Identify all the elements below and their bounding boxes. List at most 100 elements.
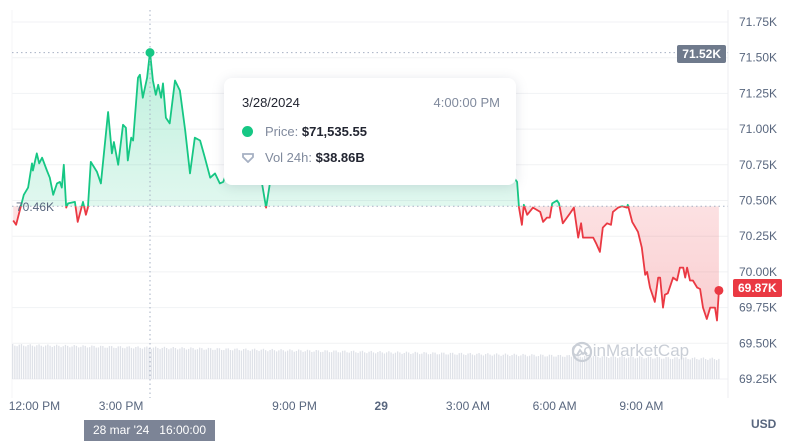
volume-bar: [496, 353, 498, 379]
volume-bar: [188, 348, 190, 379]
volume-bar: [667, 357, 669, 379]
coinmarketcap-logo-icon: [571, 341, 593, 363]
volume-bar: [691, 357, 694, 379]
volume-bar: [584, 355, 586, 379]
volume-bar: [258, 351, 260, 379]
volume-bar: [559, 354, 562, 379]
volume-bar: [654, 358, 656, 379]
volume-bar: [577, 355, 579, 379]
volume-bar: [370, 350, 372, 379]
volume-bar: [135, 346, 137, 379]
volume-bar: [542, 354, 544, 379]
volume-bar: [672, 358, 674, 379]
tooltip-vol: $38.86B: [315, 150, 365, 165]
volume-bar: [190, 347, 192, 379]
volume-bar: [14, 345, 16, 379]
volume-bar: [518, 356, 520, 379]
volume-bar: [102, 345, 104, 379]
volume-bar: [639, 356, 641, 379]
volume-bar: [436, 354, 438, 379]
volume-bar: [232, 350, 234, 379]
volume-bar: [168, 349, 170, 379]
volume-bar: [97, 347, 100, 379]
volume-bar: [595, 355, 597, 379]
volume-bar: [489, 354, 491, 379]
volume-bar: [225, 348, 227, 379]
volume-bar: [375, 353, 377, 379]
volume-bar: [630, 356, 632, 379]
volume-bar: [716, 360, 718, 379]
volume-bar: [687, 358, 689, 379]
volume-bar: [51, 346, 53, 379]
volume-bar: [185, 349, 188, 379]
volume-bar: [95, 347, 97, 379]
volume-bar: [401, 353, 403, 379]
volume-bar: [47, 344, 49, 379]
volume-bar: [507, 354, 509, 379]
volume-bar: [427, 354, 430, 379]
volume-bar: [581, 357, 584, 379]
volume-bar: [399, 352, 401, 379]
volume-bar: [280, 349, 282, 379]
volume-bar: [146, 346, 148, 379]
volume-bar: [513, 353, 515, 379]
volume-bar: [665, 357, 667, 379]
volume-bar: [718, 358, 720, 379]
x-tick-label: 12:00 PM: [9, 399, 60, 413]
volume-bar: [119, 346, 122, 379]
volume-bar: [12, 343, 14, 379]
volume-bar: [705, 359, 707, 379]
hover-tooltip: 3/28/2024 4:00:00 PM Price: $71,535.55 V…: [224, 78, 516, 185]
volume-bar: [480, 354, 482, 379]
volume-bar: [645, 358, 647, 379]
volume-bar: [368, 351, 370, 379]
volume-bar: [289, 349, 291, 379]
volume-bar: [124, 348, 126, 379]
volume-bar: [152, 347, 155, 379]
volume-bar: [487, 353, 489, 379]
volume-bar: [586, 355, 588, 379]
volume-bar: [260, 349, 262, 379]
x-tick-label: 9:00 AM: [619, 399, 663, 413]
volume-bar: [443, 352, 445, 379]
volume-bar: [359, 351, 361, 379]
volume-bar: [366, 353, 368, 379]
volume-bar: [632, 356, 634, 379]
volume-bar: [315, 349, 317, 379]
volume-bar: [458, 353, 460, 379]
volume-bar: [238, 350, 240, 379]
y-tick-label: 69.50K: [739, 336, 777, 350]
volume-bar: [531, 354, 533, 379]
y-tick-label: 69.75K: [739, 301, 777, 315]
volume-bar: [709, 358, 711, 379]
volume-bar: [652, 358, 654, 379]
volume-bar: [623, 356, 625, 379]
volume-bar: [661, 358, 663, 379]
volume-bar: [181, 347, 183, 379]
volume-bar: [210, 348, 212, 379]
volume-bar: [139, 347, 141, 379]
volume-bar: [430, 353, 432, 379]
volume-bar: [207, 347, 210, 379]
volume-bar: [504, 353, 507, 379]
volume-bar: [221, 349, 223, 379]
volume-bar: [700, 358, 702, 379]
volume-bar: [522, 353, 524, 379]
volume-bar: [498, 354, 500, 379]
volume-bar: [172, 346, 174, 379]
volume-bar: [394, 352, 397, 379]
volume-bar: [40, 345, 42, 379]
volume-bar: [141, 348, 144, 379]
volume-bar: [214, 349, 216, 379]
volume-bar: [269, 349, 271, 379]
volume-bar: [69, 347, 71, 379]
volume-bar: [89, 347, 91, 379]
volume-bar: [502, 354, 504, 379]
volume-bar: [551, 354, 553, 379]
volume-bar: [205, 349, 207, 379]
y-tick-label: 70.00K: [739, 265, 777, 279]
volume-bar: [410, 354, 412, 379]
volume-bar: [482, 355, 485, 379]
